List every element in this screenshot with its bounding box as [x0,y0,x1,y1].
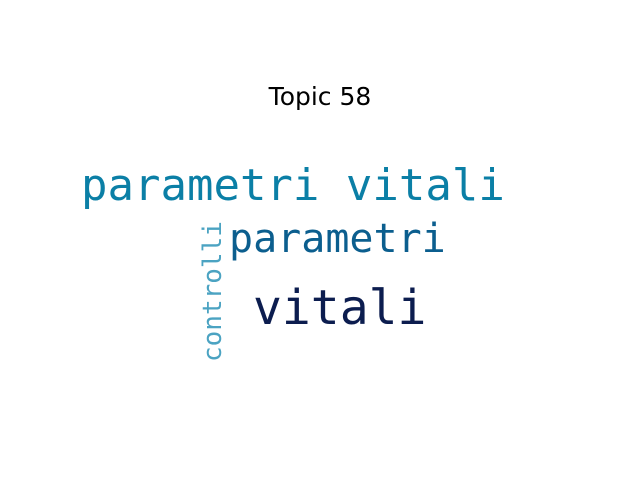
chart-title: Topic 58 [268,82,372,111]
cloud-word-vitali: vitali [253,280,427,336]
cloud-word-parametri: parametri [229,216,446,262]
cloud-word-controlli: controlli [198,221,228,362]
cloud-word-parametri-vitali: parametri vitali [81,160,505,211]
